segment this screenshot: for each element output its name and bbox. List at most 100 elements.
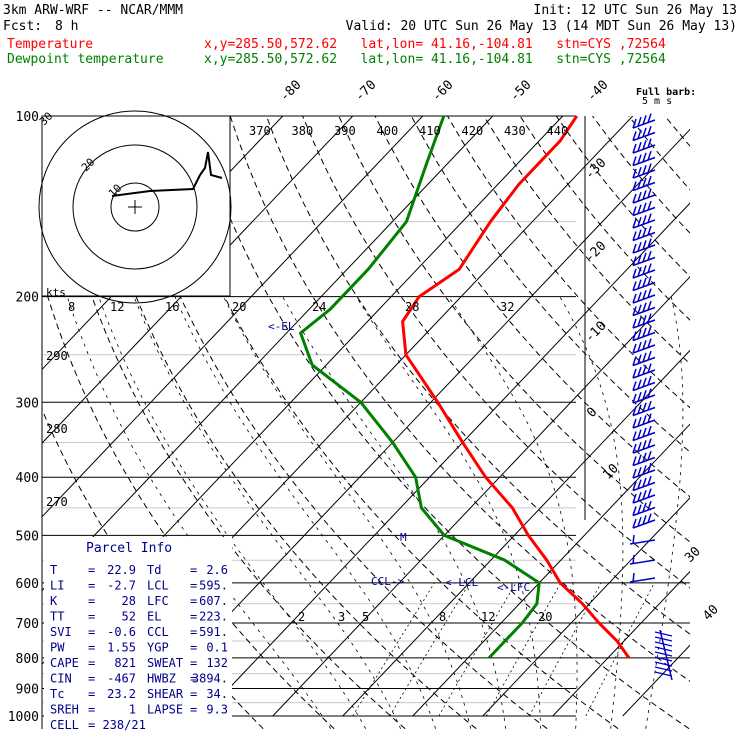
parcel-param-eq-2: =	[190, 563, 197, 577]
parcel-info-box: Parcel Info T = 22.9 Td = 2.6LI = -2.7 LCL = 595.K…	[44, 537, 232, 732]
lcl-marker: <-LCL	[445, 576, 478, 589]
parcel-param-value: -467	[107, 672, 136, 686]
pressure-label: 700	[16, 617, 39, 632]
parcel-param-name-2: SHEAR	[147, 687, 184, 701]
wind-barb	[632, 163, 656, 179]
parcel-info-row: TT = 52 EL = 223.	[50, 610, 228, 624]
parcel-param-eq: =	[88, 594, 95, 608]
mixing-ratio-label-top: 28	[405, 300, 419, 314]
parcel-param-name: LI	[50, 579, 64, 593]
mixing-ratio-label-bottom: 2	[298, 610, 305, 624]
mixing-ratio-label-top: 8	[68, 300, 75, 314]
parcel-param-name-2: LCL	[147, 579, 169, 593]
theta-label-top: 380	[292, 124, 314, 138]
temperature-line	[401, 115, 631, 659]
wind-barb	[632, 413, 656, 429]
isotherm-line	[693, 116, 740, 716]
dry-adiabat	[302, 116, 690, 589]
wind-barb-staff	[659, 629, 673, 681]
parcel-param-name-2: LAPSE	[147, 703, 183, 717]
parcel-param-eq-2: =	[190, 579, 197, 593]
parcel-param-eq: =	[88, 610, 95, 624]
parcel-param-eq-2: =	[190, 610, 197, 624]
wind-barb	[632, 275, 656, 292]
moist-adiabat	[282, 296, 507, 729]
wind-barb	[632, 400, 656, 417]
mixing-ratio-label-top: 12	[110, 300, 124, 314]
parcel-info-row: Tc = 23.2 SHEAR = 34.	[50, 687, 228, 701]
dry-adiabat	[84, 116, 477, 729]
parcel-param-name-2: Td	[147, 563, 161, 577]
isotherm-label-right: -20	[582, 239, 609, 266]
wind-barb	[632, 125, 656, 142]
el-marker: <-EL	[268, 320, 295, 333]
lfc-marker: <-LFC	[497, 581, 530, 594]
parcel-param-eq: =	[88, 672, 95, 686]
wind-barbs	[629, 113, 673, 681]
pressure-label: 1000	[8, 710, 39, 725]
mixing-ratio-label-bottom: 3	[338, 610, 345, 624]
parcel-info-row: CAPE = 821 SWEAT = 132	[50, 656, 228, 670]
isotherm-line	[412, 423, 690, 717]
wind-barb	[632, 513, 656, 529]
parcel-info-row: LI = -2.7 LCL = 595.	[50, 579, 228, 593]
dry-adiabat	[664, 116, 690, 147]
m-marker: M	[400, 531, 407, 544]
wind-barb	[632, 363, 656, 379]
wind-barb	[632, 500, 656, 517]
parcel-param-eq: =	[88, 656, 95, 670]
parcel-param-name-2: HWBZ	[147, 672, 176, 686]
wind-barb-surface	[654, 661, 673, 667]
parcel-param-value-2: 3894.	[192, 672, 228, 686]
parcel-param-eq-2: =	[190, 594, 197, 608]
parcel-param-eq: =	[88, 687, 95, 701]
parcel-param-name: Tc	[50, 687, 64, 701]
mixing-ratio-line	[585, 582, 655, 717]
isotherm-label-right: -30	[582, 156, 609, 183]
isotherm-line	[342, 349, 690, 717]
parcel-param-value-2: 34.	[206, 687, 228, 701]
mixing-ratio-label-bottom: 5	[362, 610, 369, 624]
parcel-param-name-2: YGP	[147, 641, 169, 655]
parcel-param-value-2: 9.3	[206, 703, 228, 717]
dry-adiabat	[157, 116, 619, 729]
legend-dewpoint: Dewpoint temperature	[7, 52, 164, 67]
parcel-param-eq-2: =	[190, 672, 197, 686]
wind-barb	[632, 113, 656, 129]
parcel-param-value: -2.7	[107, 579, 136, 593]
hodograph-ring	[72, 144, 198, 270]
wind-barb	[632, 463, 656, 479]
wind-barb-lower	[629, 534, 656, 545]
ccl-marker: CCL->	[371, 575, 404, 588]
wind-barb	[632, 150, 656, 167]
isotherm-label-bottom-right: 30	[682, 544, 704, 566]
parcel-param-eq-2: =	[190, 625, 197, 639]
parcel-param-value-2: 223.	[199, 610, 228, 624]
parcel-param-eq: =	[88, 579, 95, 593]
wind-barb	[632, 438, 656, 454]
moist-adiabat	[645, 296, 684, 729]
barb-legend-title: Full barb:	[636, 87, 696, 98]
isotherm-line	[482, 497, 690, 717]
wind-barb	[632, 288, 656, 304]
hodograph-units: kts	[46, 286, 66, 299]
isotherm-label-right: -10	[582, 319, 609, 346]
wind-barb	[632, 238, 656, 254]
wind-barb	[632, 350, 656, 367]
dry-adiabat	[519, 116, 690, 321]
legend-temperature: Temperature	[7, 37, 93, 52]
isotherm-label-top: -50	[507, 78, 534, 105]
dry-adiabat	[338, 116, 690, 543]
theta-label-top: 400	[377, 124, 399, 138]
theta-label-left: 290	[46, 349, 68, 363]
parcel-info-title: Parcel Info	[86, 541, 172, 556]
parcel-param-eq-2: =	[190, 703, 197, 717]
parcel-param-eq: =	[88, 703, 95, 717]
wind-barb-lower	[629, 572, 656, 583]
wind-barb-surface	[654, 656, 673, 662]
barb-legend-value: 5 m s	[642, 96, 672, 107]
parcel-param-name: TT	[50, 610, 64, 624]
wind-barb	[632, 225, 656, 242]
wind-barb	[632, 263, 656, 279]
